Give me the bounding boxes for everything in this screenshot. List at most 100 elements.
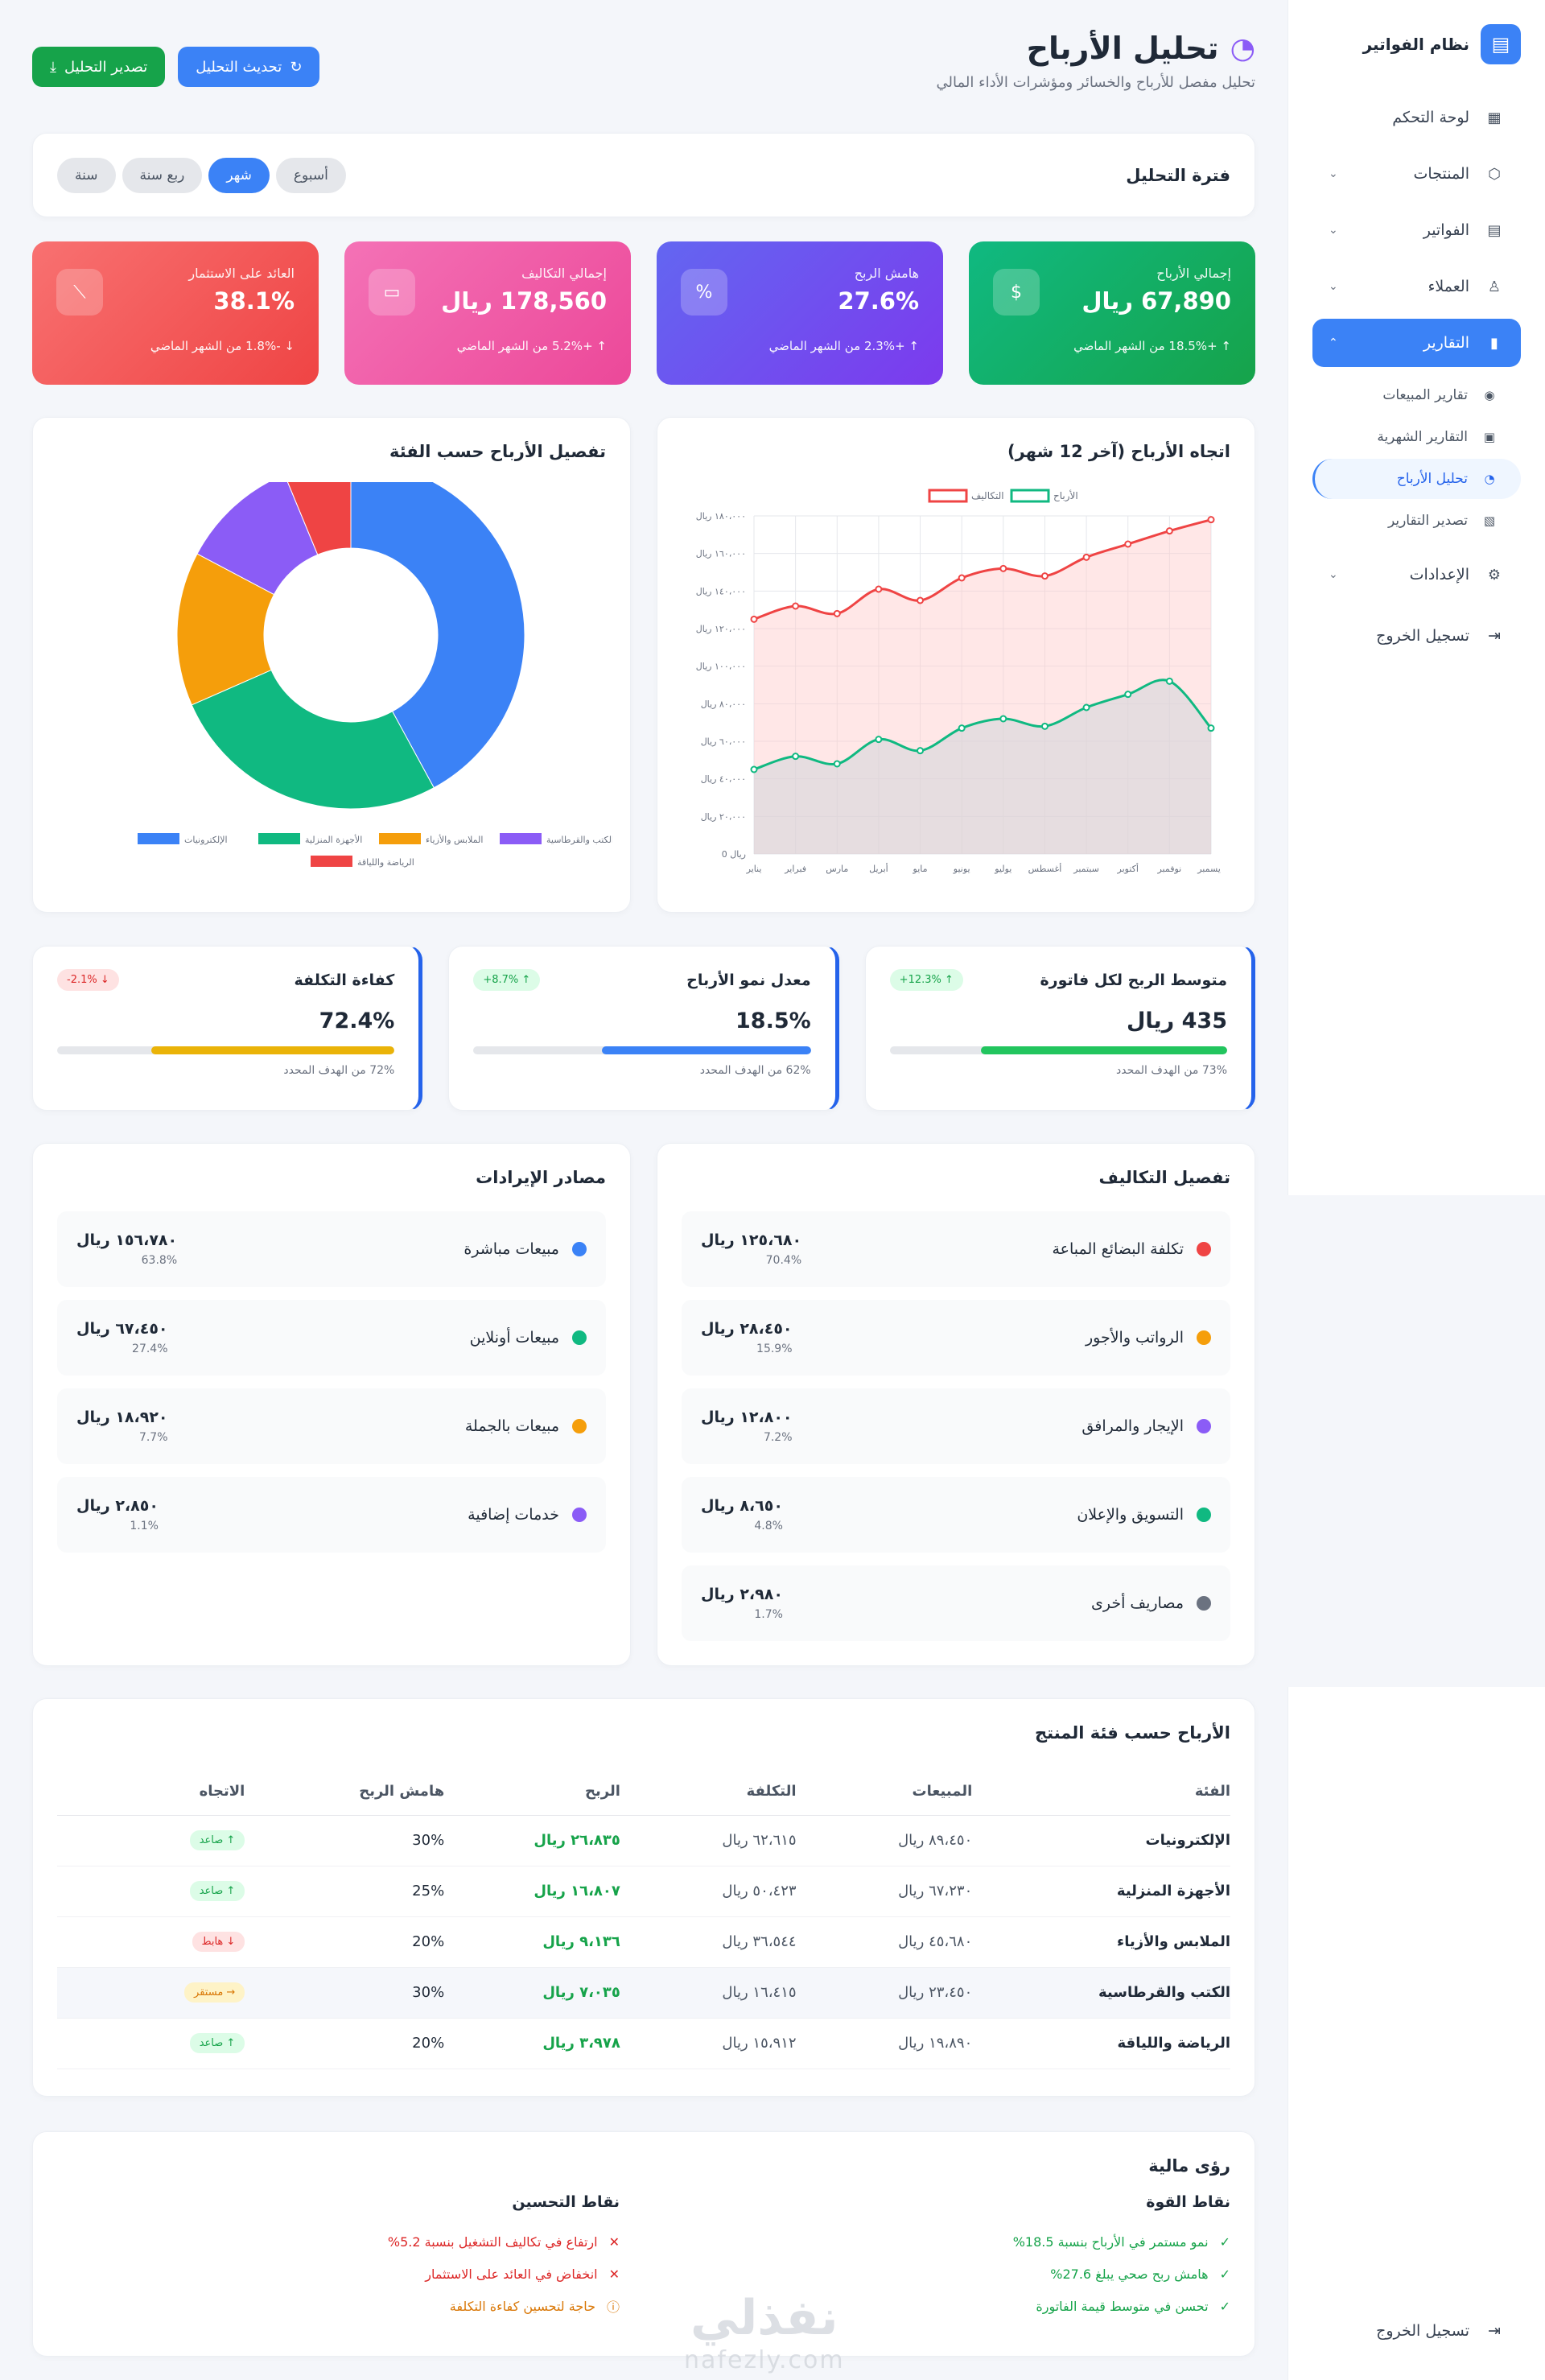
cost-value: ١٢٥،٦٨٠ ريال 70.4% [701, 1231, 801, 1267]
export-analysis-button[interactable]: ⤓ تصدير التحليل [32, 47, 166, 87]
data-point[interactable] [875, 736, 883, 744]
period-tab-month[interactable]: شهر [208, 157, 270, 193]
user-icon: ♙ [1487, 278, 1502, 295]
data-point[interactable] [792, 753, 800, 761]
sidebar-item-products[interactable]: ⬡ المنتجات ⌄ [1312, 150, 1521, 198]
donut-slice[interactable] [191, 669, 435, 810]
stat-change-text: -1.8% من الشهر الماضي [150, 339, 281, 353]
cell-profit: ٣،٩٧٨ ريال [444, 2018, 620, 2069]
data-point[interactable] [1040, 572, 1049, 580]
watermark-arabic: نفذلي [690, 2290, 838, 2346]
period-tab-quarter[interactable]: ربع سنة [122, 157, 203, 193]
data-point[interactable] [1165, 677, 1173, 685]
table-row[interactable]: الرياضة واللياقة ١٩،٨٩٠ ريال ١٥،٩١٢ ريال ٣،… [57, 2018, 1230, 2069]
revenue-row: مبيعات أونلاين ٦٧،٤٥٠ ريال 27.4% [57, 1300, 606, 1376]
arrow-up-icon: ↑ [596, 339, 607, 353]
data-point[interactable] [1124, 691, 1132, 699]
sidebar-subitem-export-reports[interactable]: ▧ تصدير التقارير [1312, 501, 1521, 541]
sidebar-subitem-profit-analysis[interactable]: ◔ تحليل الأرباح [1312, 459, 1521, 499]
cell-margin: 20% [245, 2018, 445, 2069]
data-point[interactable] [1040, 722, 1049, 730]
x-icon: ✕ [608, 2266, 620, 2282]
kpi-value: 72.4% [319, 1009, 395, 1033]
table-header-row: الفئة المبيعات التكلفة الربح هامش الربح … [57, 1768, 1230, 1816]
bar-chart-icon: ▮ [1490, 334, 1498, 352]
data-point[interactable] [1165, 527, 1173, 535]
legend-swatch [379, 833, 421, 844]
data-point[interactable] [1082, 703, 1090, 712]
logout-button[interactable]: ⇥ تسجيل الخروج [1312, 612, 1521, 660]
gear-icon: ⚙ [1487, 566, 1502, 584]
category-donut-chart: الإلكترونيات الأجهزة المنزلية الملابس والأ… [138, 482, 612, 868]
revenue-amount: ١٥٦،٧٨٠ ريال [76, 1231, 178, 1249]
strength-text: نمو مستمر في الأرباح بنسبة 18.5% [1012, 2234, 1209, 2250]
sidebar-item-customers[interactable]: ♙ العملاء ⌄ [1312, 262, 1521, 311]
arrow-up-icon: ↑ [945, 974, 954, 986]
donut-slice[interactable] [285, 482, 352, 555]
table-row[interactable]: الأجهزة المنزلية ٦٧،٢٣٠ ريال ٥٠،٤٢٣ ريال ١٦… [57, 1866, 1230, 1917]
data-point[interactable] [1207, 516, 1215, 524]
kpi-badge: +8.7% ↑ [473, 969, 541, 991]
chevron-down-icon: ⌄ [1329, 280, 1338, 293]
data-point[interactable] [792, 602, 800, 610]
revenue-row: مبيعات بالجملة ١٨،٩٢٠ ريال 7.7% [57, 1388, 606, 1464]
chevron-down-icon: ⌄ [1329, 167, 1338, 180]
revenue-percent: 7.7% [138, 1431, 168, 1444]
sidebar-item-settings[interactable]: ⚙ الإعدادات ⌄ [1312, 551, 1521, 599]
kpi-progress-bar [57, 1046, 395, 1054]
sidebar-item-invoices[interactable]: ▤ الفواتير ⌄ [1312, 206, 1521, 254]
refresh-analysis-button[interactable]: تحديث التحليل ↻ [178, 47, 320, 87]
page-title-text: تحليل الأرباح [1026, 31, 1219, 66]
cost-row: تكلفة البضائع المباعة ١٢٥،٦٨٠ ريال 70.4% [682, 1211, 1230, 1287]
improvements-column: نقاط التحسين ✕ ارتفاع في تكاليف التشغيل ب… [57, 2193, 620, 2322]
data-point[interactable] [917, 596, 925, 604]
strength-text: هامش ربح صحي يبلغ 27.6% [1050, 2266, 1209, 2282]
cell-trend: ↓ هابط [57, 1916, 245, 1968]
x-tick-label: أغسطس [1028, 863, 1062, 874]
brand[interactable]: ▤ نظام الفواتير [1312, 19, 1521, 69]
trend-badge: ↓ هابط [192, 1932, 245, 1952]
pie-chart-icon: ◔ [1230, 31, 1255, 65]
data-point[interactable] [1207, 724, 1215, 732]
data-point[interactable] [999, 564, 1007, 572]
cost-name: الإيجار والمرافق [1082, 1417, 1211, 1435]
data-point[interactable] [999, 715, 1007, 723]
data-point[interactable] [1082, 553, 1090, 561]
wallet-icon: ▭ [369, 269, 415, 316]
sidebar-subitem-sales-reports[interactable]: ◉ تقارير المبيعات [1312, 375, 1521, 415]
data-point[interactable] [958, 724, 966, 732]
logout-label: تسجيل الخروج [1376, 627, 1469, 645]
data-point[interactable] [833, 609, 841, 617]
kpi-card-cost-efficiency: كفاءة التكلفة -2.1% ↓ 72.4% 72% من الهدف… [32, 946, 423, 1111]
x-icon: ✕ [608, 2234, 620, 2250]
data-point[interactable] [833, 760, 841, 768]
data-point[interactable] [958, 574, 966, 582]
category-breakdown-card: تفصيل الأرباح حسب الفئة الإلكترونيات الأج… [32, 417, 631, 913]
sidebar-item-reports[interactable]: ▮ التقارير ⌃ [1312, 319, 1521, 367]
data-point[interactable] [917, 747, 925, 755]
table-row[interactable]: الملابس والأزياء ٤٥،٦٨٠ ريال ٣٦،٥٤٤ ريال ٩،… [57, 1916, 1230, 1968]
sidebar-subitem-monthly-reports[interactable]: ▣ التقارير الشهرية [1312, 417, 1521, 457]
revenue-label: مبيعات أونلاين [469, 1329, 559, 1347]
data-point[interactable] [750, 765, 758, 773]
donut-slice[interactable] [196, 482, 319, 596]
revenue-percent: 27.4% [132, 1343, 168, 1355]
watermark: نفذلي nafezly.com [684, 2290, 845, 2374]
data-point[interactable] [875, 585, 883, 593]
cost-value: ٢،٩٨٠ ريال 1.7% [701, 1586, 783, 1621]
sidebar-item-dashboard[interactable]: ▦ لوحة التحكم [1312, 93, 1521, 142]
period-tab-week[interactable]: أسبوع [275, 157, 346, 193]
data-point[interactable] [750, 615, 758, 623]
donut-slice[interactable] [350, 482, 525, 789]
logout-button-bottom[interactable]: ⇥ تسجيل الخروج [1312, 2307, 1521, 2355]
table-row[interactable]: الإلكترونيات ٨٩،٤٥٠ ريال ٦٢،٦١٥ ريال ٢٦،٨٣٥… [57, 1815, 1230, 1866]
export-analysis-label: تصدير التحليل [64, 58, 148, 76]
cost-percent: 7.2% [763, 1431, 793, 1444]
kpi-badge-text: +8.7% [483, 974, 519, 986]
insights-title: رؤى مالية [1148, 2156, 1230, 2176]
profit-table-title: الأرباح حسب فئة المنتج [1035, 1723, 1230, 1743]
cost-label: الإيجار والمرافق [1082, 1417, 1184, 1435]
data-point[interactable] [1124, 540, 1132, 548]
table-row[interactable]: الكتب والقرطاسية ٢٣،٤٥٠ ريال ١٦،٤١٥ ريال ٧،… [57, 1967, 1230, 2019]
period-tab-year[interactable]: سنة [57, 157, 116, 193]
